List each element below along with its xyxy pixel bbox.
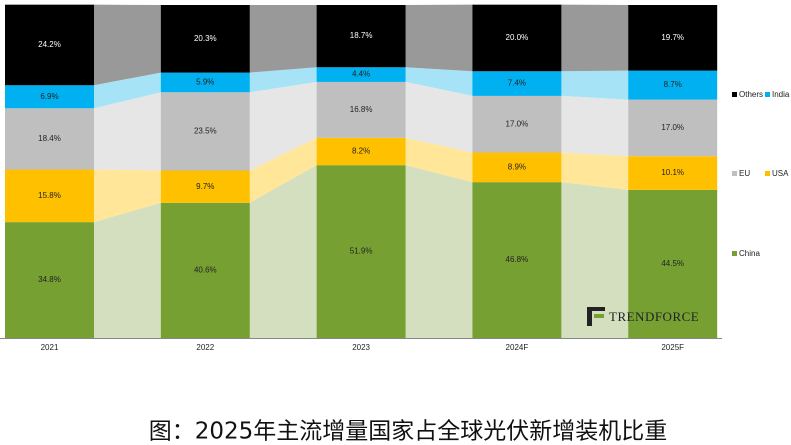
x-tick-label: 2025F: [661, 343, 684, 352]
band: [561, 182, 629, 338]
value-label: 19.7%: [661, 33, 684, 42]
band: [249, 5, 317, 73]
logo-stem: [587, 311, 592, 326]
watermark-logo: [587, 307, 605, 326]
bar-segment: [5, 85, 94, 109]
x-tick-label: 2023: [352, 343, 370, 352]
bar-segment: [160, 5, 250, 73]
value-label: 10.1%: [661, 168, 684, 177]
band: [94, 169, 161, 223]
x-tick-label: 2021: [41, 343, 59, 352]
legend-label: Others: [739, 90, 763, 99]
value-label: 7.4%: [508, 79, 526, 88]
value-label: 16.8%: [350, 105, 373, 114]
value-label: 8.2%: [352, 147, 370, 156]
legend-swatch: [732, 251, 737, 256]
value-label: 6.9%: [40, 92, 58, 101]
value-label: 15.8%: [38, 191, 61, 200]
value-label: 17.0%: [661, 123, 684, 132]
value-label: 5.9%: [196, 78, 214, 87]
band: [94, 72, 161, 109]
bar-segment: [5, 4, 94, 86]
band: [94, 202, 161, 338]
bar-segment: [316, 67, 406, 82]
logo-green: [594, 314, 604, 318]
band: [405, 81, 473, 153]
bar-segment: [5, 222, 94, 338]
bar-segment: [316, 81, 406, 138]
bar-segment: [628, 156, 718, 190]
bar-segment: [628, 70, 718, 100]
bar-segment: [472, 71, 562, 96]
band: [561, 70, 629, 100]
value-label: 34.8%: [38, 275, 61, 284]
bar-segment: [628, 5, 718, 71]
bar-segment: [316, 5, 406, 68]
bar-segment: [5, 169, 94, 223]
legend-label: EU: [739, 169, 750, 178]
band: [405, 165, 473, 338]
band: [405, 137, 473, 183]
legend-label: India: [772, 90, 790, 99]
value-label: 8.7%: [664, 80, 682, 89]
band: [405, 4, 473, 72]
legend-swatch: [732, 171, 737, 176]
value-label: 51.9%: [350, 247, 373, 256]
value-label: 17.0%: [506, 119, 529, 128]
bar-segment: [316, 137, 406, 166]
chart-title: 图：2025年主流增量国家占全球光伏新增装机比重: [149, 419, 668, 445]
bar-segment: [160, 72, 250, 93]
x-tick-label: 2024F: [506, 343, 529, 352]
bar-segment: [628, 189, 718, 338]
band: [405, 67, 473, 96]
value-label: 46.8%: [506, 255, 529, 264]
bar-segment: [160, 170, 250, 203]
value-label: 4.4%: [352, 70, 370, 79]
bar-segment: [472, 4, 562, 72]
bar-segment: [316, 165, 406, 338]
value-label: 44.5%: [661, 259, 684, 268]
band: [561, 4, 629, 72]
legend-swatch: [765, 92, 770, 97]
value-label: 8.9%: [508, 162, 526, 171]
bar-segment: [472, 182, 562, 338]
band: [249, 67, 317, 93]
bar-segment: [472, 95, 562, 153]
bar-segment: [160, 202, 250, 338]
bar-segment: [160, 92, 250, 171]
legend-label: China: [739, 249, 760, 258]
legend-label: USA: [772, 169, 789, 178]
band: [561, 152, 629, 190]
band: [249, 137, 317, 203]
band: [249, 81, 317, 171]
value-label: 20.0%: [506, 33, 529, 42]
watermark: TRENDFORCE: [609, 309, 699, 324]
bar-segment: [472, 152, 562, 183]
value-label: 40.6%: [194, 266, 217, 275]
value-label: 24.2%: [38, 40, 61, 49]
value-label: 20.3%: [194, 34, 217, 43]
band: [561, 95, 629, 157]
band: [94, 92, 161, 171]
value-label: 18.7%: [350, 31, 373, 40]
value-label: 18.4%: [38, 134, 61, 143]
band: [249, 165, 317, 338]
legend-swatch: [765, 171, 770, 176]
logo-bar: [587, 307, 605, 311]
bars: [5, 4, 718, 338]
band: [94, 4, 161, 86]
value-label: 23.5%: [194, 126, 217, 135]
bar-segment: [5, 108, 94, 170]
bands: [94, 4, 629, 338]
x-tick-label: 2022: [196, 343, 214, 352]
bar-segment: [628, 99, 718, 157]
value-label: 9.7%: [196, 182, 214, 191]
legend-swatch: [732, 92, 737, 97]
